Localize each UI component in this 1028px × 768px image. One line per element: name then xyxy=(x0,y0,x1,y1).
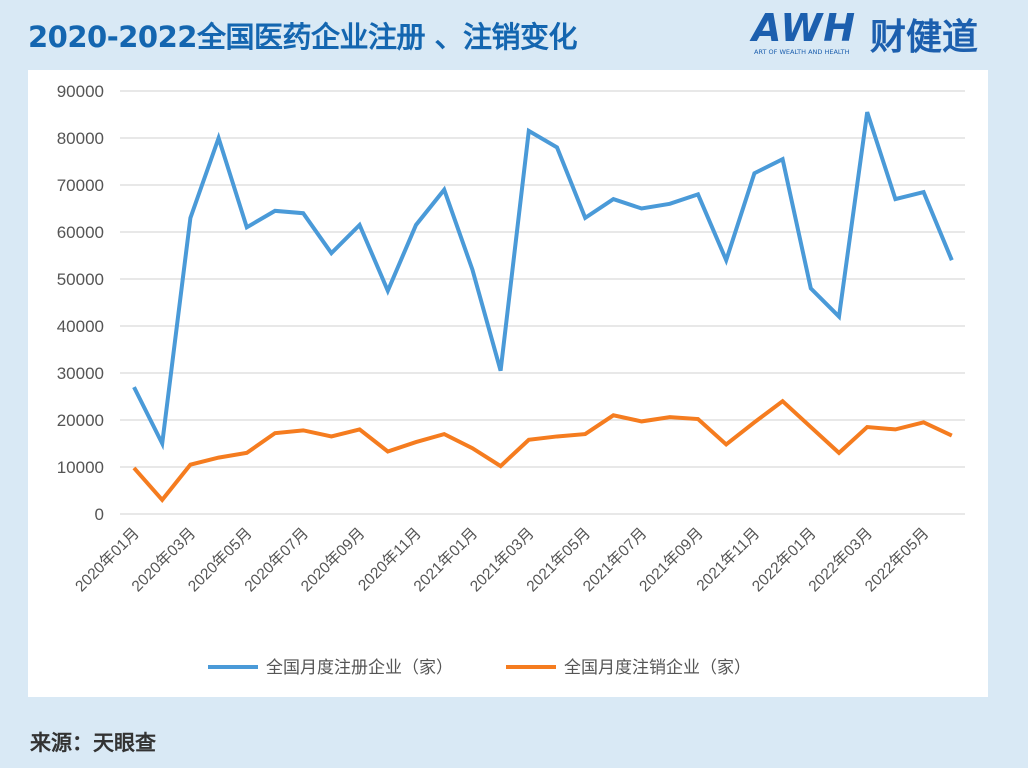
series-line-registered xyxy=(132,111,954,451)
y-tick-label: 80000 xyxy=(57,129,104,148)
y-tick-label: 0 xyxy=(95,505,104,524)
y-tick-label: 50000 xyxy=(57,270,104,289)
awh-logo: AWH 财健道 ART OF WEALTH AND HEALTH xyxy=(752,6,992,58)
legend-label: 全国月度注册企业（家） xyxy=(266,658,453,677)
legend-label: 全国月度注销企业（家） xyxy=(564,658,751,677)
y-tick-label: 10000 xyxy=(57,458,104,477)
line-chart: 0 10000 20000 30000 40000 50000 60000 70000 8000… xyxy=(57,82,965,677)
series-line-deregistered xyxy=(132,398,953,504)
source-note: 来源：天眼查 xyxy=(30,731,156,755)
y-tick-label: 90000 xyxy=(57,82,104,101)
logo-chinese: 财健道 xyxy=(870,17,979,58)
y-tick-label: 30000 xyxy=(57,364,104,383)
chart-title: 2020-2022全国医药企业注册 、注销变化 xyxy=(28,20,578,54)
y-tick-label: 20000 xyxy=(57,411,104,430)
logo-latin: AWH xyxy=(752,6,857,50)
y-tick-label: 60000 xyxy=(57,223,104,242)
y-tick-label: 40000 xyxy=(57,317,104,336)
chart-panel: 0 10000 20000 30000 40000 50000 60000 70000 8000… xyxy=(28,70,988,697)
logo-tagline: ART OF WEALTH AND HEALTH xyxy=(754,48,850,56)
y-tick-label: 70000 xyxy=(57,176,104,195)
